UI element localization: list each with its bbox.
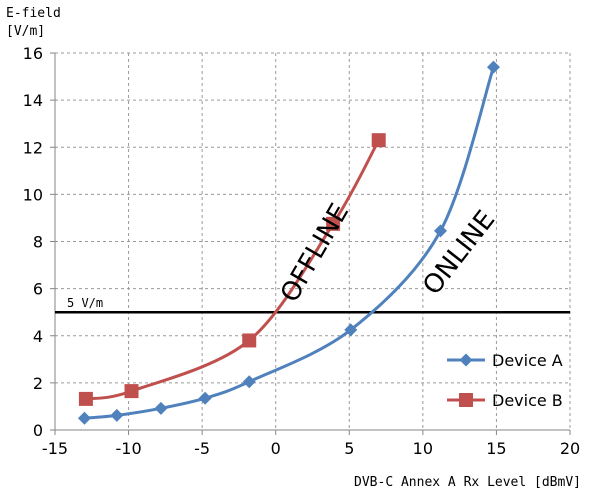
annotations-group: OFFLINE ONLINE [275, 199, 501, 308]
y-tick-label: 8 [33, 233, 43, 252]
x-tick-label: 20 [560, 439, 580, 458]
device-a-point [242, 375, 256, 389]
y-tick-label: 16 [23, 44, 43, 63]
legend-label-device-a: Device A [492, 351, 563, 370]
y-tick-label: 10 [23, 185, 43, 204]
device-a-point [77, 411, 91, 425]
y-tick-label: 0 [33, 421, 43, 440]
legend-marker-device-a [459, 353, 473, 367]
y-tick-label: 4 [33, 327, 43, 346]
device-b-point [124, 384, 139, 399]
x-tick-label: 5 [344, 439, 354, 458]
legend-marker-device-b [459, 393, 473, 407]
device-a-line [84, 66, 495, 420]
device-a-point [344, 323, 358, 337]
y-axis-label-line-2: [V/m] [6, 24, 45, 39]
device-b-point [78, 391, 93, 406]
annotation-online: ONLINE [417, 205, 501, 301]
x-axis-label: DVB-C Annex A Rx Level [dBmV] [354, 475, 581, 490]
device-b-line [85, 139, 381, 401]
device-b-point [242, 333, 257, 348]
tick-labels: 0 2 4 6 8 10 12 14 16 -15 -10 -5 0 5 10 15 20 [23, 44, 581, 458]
x-tick-label: 10 [413, 439, 433, 458]
series-group [77, 60, 500, 425]
x-tick-label: 0 [271, 439, 281, 458]
device-b-point [371, 133, 386, 148]
device-a-point [198, 391, 212, 405]
y-tick-label: 6 [33, 280, 43, 299]
device-a-point [154, 401, 168, 415]
device-b-point [326, 216, 341, 231]
gridlines [55, 52, 571, 430]
x-tick-label: -15 [42, 439, 68, 458]
y-tick-label: 12 [23, 138, 43, 157]
device-a-point [434, 224, 448, 238]
device-a-point [110, 408, 124, 422]
device-a-point [486, 60, 500, 74]
y-tick-label: 14 [23, 91, 43, 110]
threshold-line-group: 5 V/m [55, 296, 570, 314]
y-tick-label: 2 [33, 374, 43, 393]
legend: Device A Device B [447, 351, 563, 410]
threshold-label: 5 V/m [67, 296, 103, 310]
y-axis-label-line-1: E-field [6, 6, 61, 21]
annotation-offline: OFFLINE [275, 199, 355, 308]
x-tick-label: -5 [194, 439, 210, 458]
legend-label-device-b: Device B [492, 391, 563, 410]
x-tick-label: 15 [486, 439, 506, 458]
x-tick-label: -10 [116, 439, 142, 458]
